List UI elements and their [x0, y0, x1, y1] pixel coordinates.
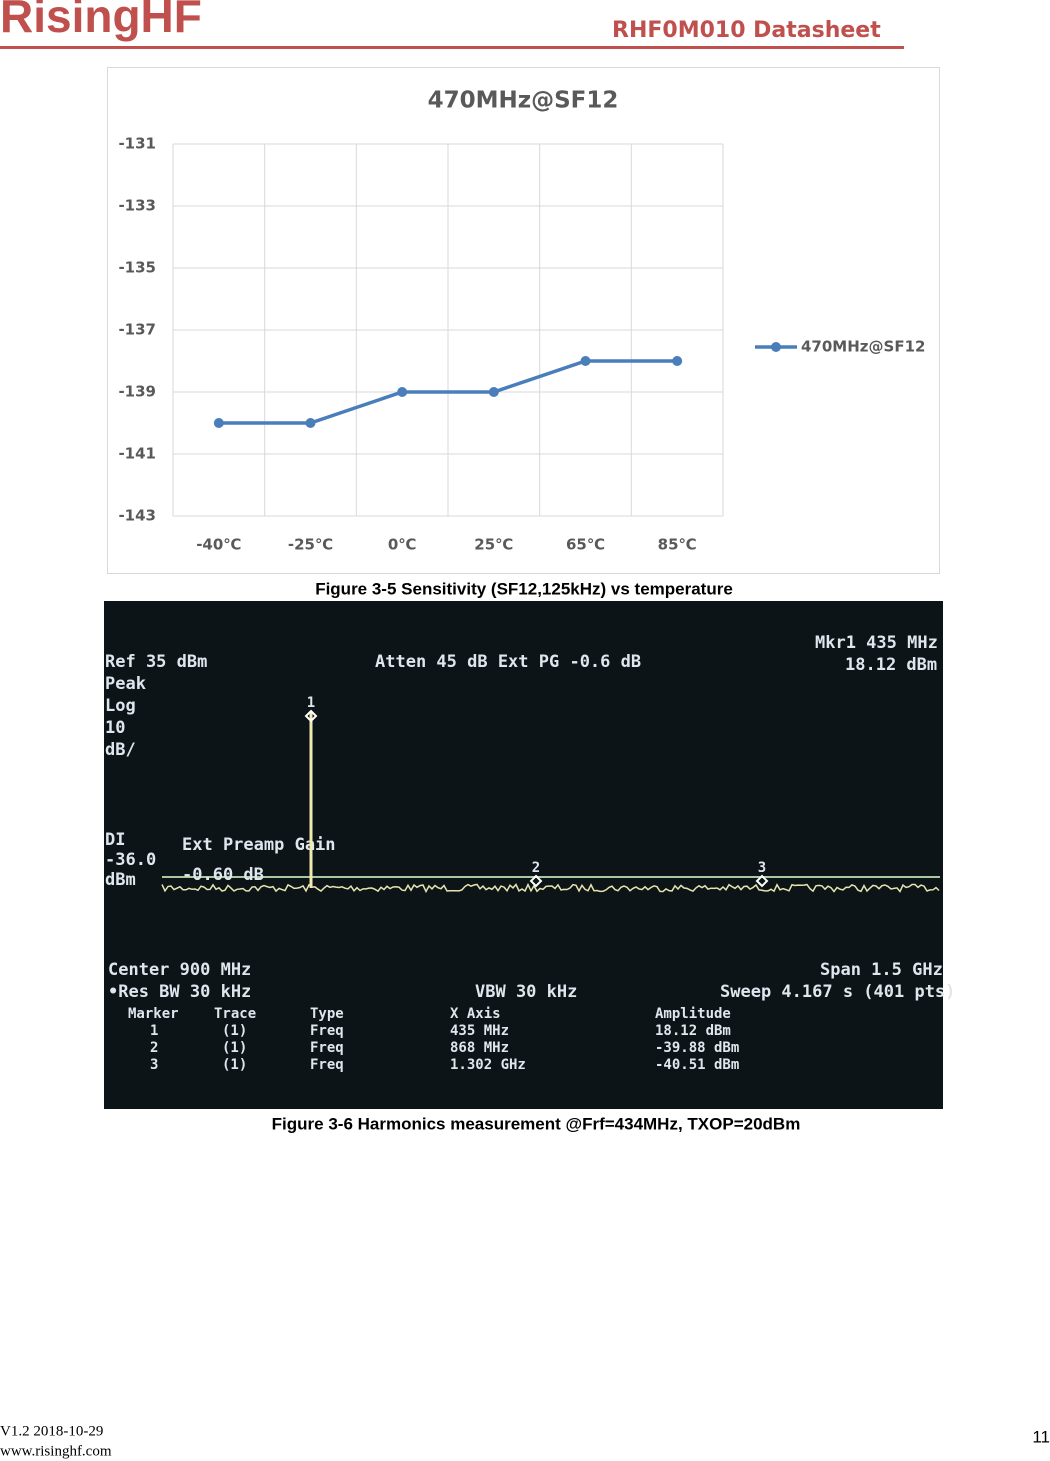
point [397, 387, 408, 397]
x-tick-label: -40℃ [196, 536, 241, 554]
table-cell: 1 [150, 1023, 158, 1039]
x-tick-label: -25℃ [288, 536, 333, 554]
y-tick-label: -141 [118, 445, 156, 463]
marker-freq: Mkr1 435 MHz [815, 633, 938, 653]
overlay-title: Ext Preamp Gain [182, 835, 336, 855]
y-tick-label: -143 [118, 507, 156, 525]
point [213, 418, 224, 428]
detector: Peak [105, 674, 146, 694]
marker-label: 2 [532, 860, 540, 876]
x-tick-label: 85℃ [658, 536, 697, 554]
marker-amp: 18.12 dBm [845, 655, 937, 675]
table-cell: (1) [222, 1023, 247, 1039]
trace [161, 882, 940, 894]
ref: Ref 35 dBm [105, 652, 207, 672]
table-cell: 868 MHz [450, 1040, 509, 1056]
point [672, 356, 683, 366]
dl-value: -36.0 [105, 850, 156, 870]
marker-diamond [755, 874, 769, 888]
log: Log [105, 696, 136, 716]
table-cell: 3 [150, 1057, 158, 1073]
center: Center 900 MHz [108, 960, 251, 980]
atten: Atten 45 dB Ext PG -0.6 dB [375, 652, 641, 672]
series-line [218, 359, 678, 425]
chart-title: 470MHz@SF12 [428, 88, 619, 114]
table-cell: Freq [310, 1040, 344, 1056]
y-tick-label: -137 [118, 321, 156, 339]
point [580, 356, 591, 366]
figure-caption: Figure 3-6 Harmonics measurement @Frf=43… [272, 1114, 801, 1133]
table-cell: 2 [150, 1040, 158, 1056]
overlay-value: -0.60 dB [182, 865, 264, 885]
brand: RisingHF [0, 0, 202, 42]
dl: DI [105, 830, 125, 850]
x-tick-label: 25℃ [474, 536, 513, 554]
table-cell: 435 MHz [450, 1023, 509, 1039]
table-cell: -40.51 dBm [655, 1057, 739, 1073]
table-header: Marker [128, 1006, 179, 1022]
website: www.risinghf.com [0, 1443, 112, 1459]
page-number: 11 [1032, 1427, 1050, 1446]
marker-label: 3 [758, 860, 766, 876]
point [305, 418, 316, 428]
table-header: Type [310, 1006, 344, 1022]
table-cell: -39.88 dBm [655, 1040, 739, 1056]
chart-frame [107, 67, 940, 574]
chart: 470MHz@SF12 -131 -133 -135 -137 -139 -141 -143… [118, 88, 925, 554]
spectrum-screen [104, 601, 943, 1109]
vbw: VBW 30 kHz [475, 982, 577, 1002]
sweep: Sweep 4.167 s (401 pts) [720, 982, 955, 1002]
marker-diamond [304, 709, 318, 723]
point [488, 387, 499, 397]
y-tick-label: -139 [118, 383, 156, 401]
legend-label: 470MHz@SF12 [801, 338, 925, 356]
scale: 10 [105, 718, 125, 738]
version: V1.2 2018-10-29 [0, 1423, 103, 1439]
dl-unit: dBm [105, 870, 136, 890]
table-cell: 18.12 dBm [655, 1023, 731, 1039]
table-header: Amplitude [655, 1006, 731, 1022]
res-bw: •Res BW 30 kHz [108, 982, 251, 1002]
table-cell: Freq [310, 1057, 344, 1073]
x-tick-label: 0℃ [388, 536, 417, 554]
table-cell: (1) [222, 1057, 247, 1073]
marker-diamond [529, 874, 543, 888]
table-header: Trace [214, 1006, 256, 1022]
y-tick-label: -133 [118, 197, 156, 215]
doc-title: RHF0M010 Datasheet [612, 18, 881, 43]
table-header: X Axis [450, 1006, 501, 1022]
figure-caption: Figure 3-5 Sensitivity (SF12,125kHz) vs … [315, 579, 733, 598]
spectrum: Ref 35 dBm Peak Log 10 dB/ Atten 45 dB E… [105, 633, 955, 1073]
y-tick-label: -131 [118, 135, 156, 153]
table-cell: 1.302 GHz [450, 1057, 526, 1073]
span: Span 1.5 GHz [820, 960, 943, 980]
x-tick-label: 65℃ [566, 536, 605, 554]
legend-marker [771, 342, 781, 352]
scale-unit: dB/ [105, 740, 136, 760]
y-tick-label: -135 [118, 259, 156, 277]
marker-label: 1 [307, 695, 315, 711]
table-cell: Freq [310, 1023, 344, 1039]
header-rule [0, 46, 904, 49]
table-cell: (1) [222, 1040, 247, 1056]
